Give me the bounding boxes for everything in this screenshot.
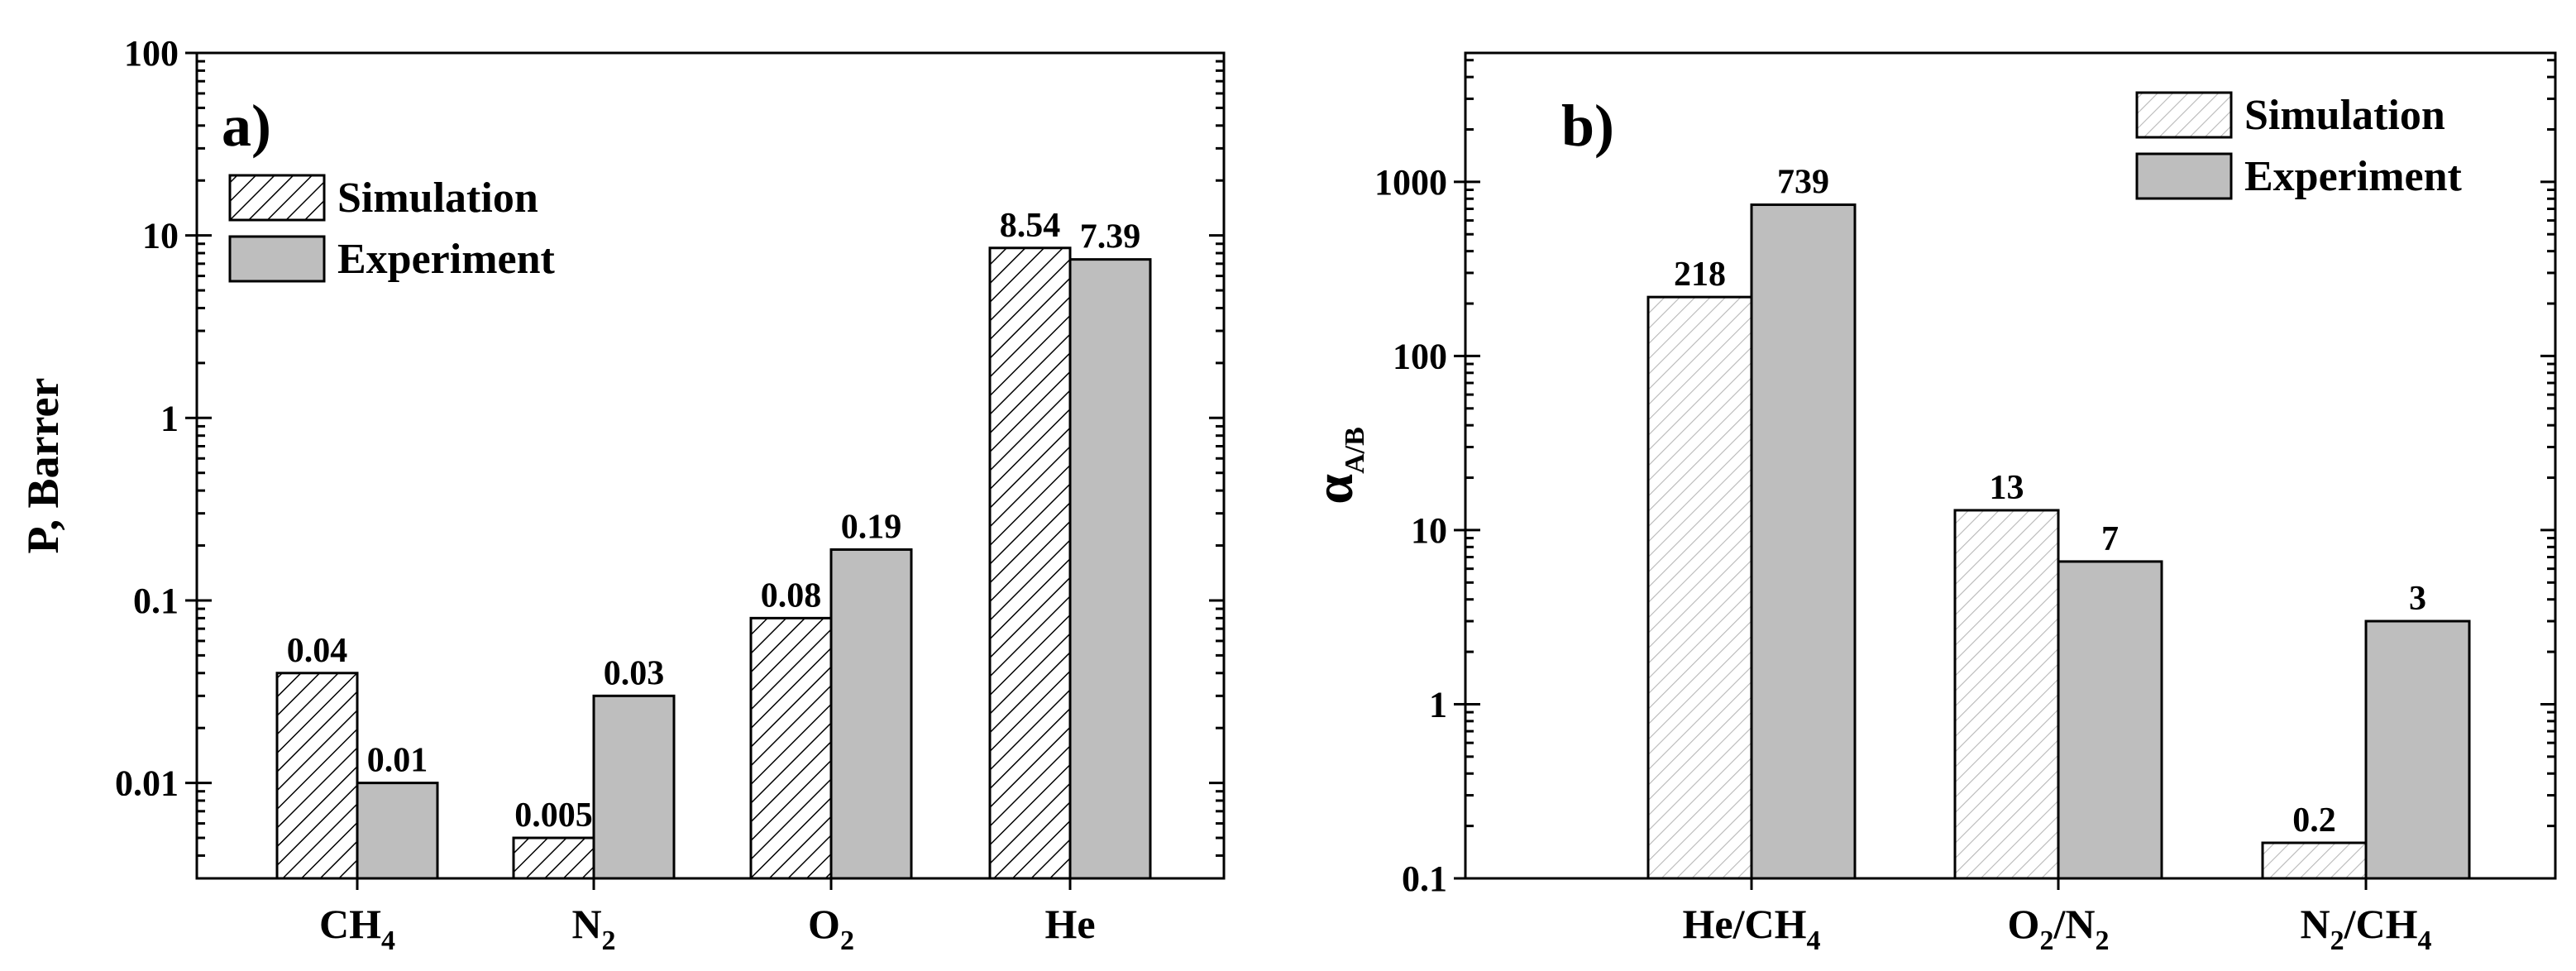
- y-tick-label-1: 0.1: [133, 581, 179, 621]
- y-tick-label-3: 10: [142, 216, 179, 256]
- y-tick-label-0: 0.01: [115, 763, 179, 804]
- value-label-simulation-1: 0.005: [514, 796, 593, 835]
- y-axis-title: αA/B: [1304, 427, 1370, 505]
- value-label-experiment-1: 0.03: [604, 654, 665, 692]
- bar-simulation-2: [2261, 841, 2368, 880]
- bar-experiment-3: [1068, 258, 1152, 880]
- value-label-simulation-2: 0.2: [2292, 801, 2336, 839]
- bar-simulation-0: [275, 672, 359, 880]
- value-label-simulation-0: 0.04: [287, 632, 348, 670]
- bar-experiment-0: [1750, 203, 1857, 880]
- category-label-0: He/CH4: [1683, 901, 1821, 956]
- category-label-1: N2: [571, 901, 615, 956]
- legend-label-simulation: Simulation: [337, 175, 538, 222]
- value-label-experiment-0: 0.01: [367, 742, 428, 780]
- value-label-experiment-0: 739: [1777, 164, 1829, 202]
- y-tick-label-4: 100: [124, 33, 179, 74]
- panel-label: b): [1561, 93, 1614, 159]
- category-label-2: O2: [808, 901, 854, 956]
- bar-simulation-3: [988, 246, 1072, 880]
- value-label-simulation-1: 13: [1990, 469, 2024, 507]
- category-label-1: O2/N2: [2008, 901, 2110, 956]
- y-tick-label-2: 1: [160, 398, 179, 438]
- y-tick-label-2: 10: [1411, 510, 1447, 551]
- chart-selectivity: 218 739 He/CH4 13 7 O2/N2 0.2 3 N2/CH4 0.1 1 10 100 1…: [1304, 51, 2557, 956]
- legend-label-experiment: Experiment: [2244, 153, 2463, 200]
- plot-frame: [1464, 51, 2557, 880]
- y-axis-title: P, Barrer: [18, 378, 68, 554]
- bar-experiment-1: [2057, 560, 2163, 880]
- bar-experiment-1: [592, 694, 676, 880]
- bar-simulation-0: [1646, 295, 1753, 880]
- legend-swatch-experiment: [2135, 152, 2233, 200]
- legend-swatch-experiment: [228, 235, 326, 283]
- bar-simulation-1: [1953, 509, 2060, 880]
- bar-simulation-2: [749, 616, 833, 880]
- value-label-experiment-3: 7.39: [1080, 218, 1141, 256]
- legend-label-simulation: Simulation: [2244, 92, 2445, 139]
- category-label-2: N2/CH4: [2300, 901, 2431, 956]
- chart-permeability: 0.04 0.01 CH4 0.005 0.03 N2 0.08 0.19 O2 8.54 7.39…: [18, 33, 1226, 956]
- panel-label: a): [222, 93, 271, 159]
- plot-frame: [195, 51, 1226, 880]
- bar-experiment-2: [829, 548, 913, 880]
- y-tick-label-1: 1: [1429, 684, 1447, 725]
- legend-label-experiment: Experiment: [337, 236, 556, 283]
- legend-swatch-simulation: [2135, 91, 2233, 139]
- bar-experiment-2: [2364, 619, 2471, 880]
- value-label-simulation-3: 8.54: [1000, 207, 1061, 245]
- y-tick-label-3: 100: [1393, 336, 1447, 376]
- value-label-simulation-2: 0.08: [761, 576, 822, 615]
- category-label-3: He: [1044, 901, 1095, 947]
- y-tick-label-0: 0.1: [1402, 859, 1447, 899]
- bar-simulation-1: [512, 836, 595, 880]
- value-label-simulation-0: 218: [1674, 256, 1726, 294]
- value-label-experiment-2: 3: [2409, 580, 2426, 618]
- y-tick-label-4: 1000: [1374, 162, 1447, 203]
- bar-experiment-0: [356, 782, 439, 880]
- category-label-0: CH4: [319, 901, 395, 956]
- legend-swatch-simulation: [228, 174, 326, 222]
- value-label-experiment-2: 0.19: [841, 508, 902, 546]
- value-label-experiment-1: 7: [2101, 520, 2119, 558]
